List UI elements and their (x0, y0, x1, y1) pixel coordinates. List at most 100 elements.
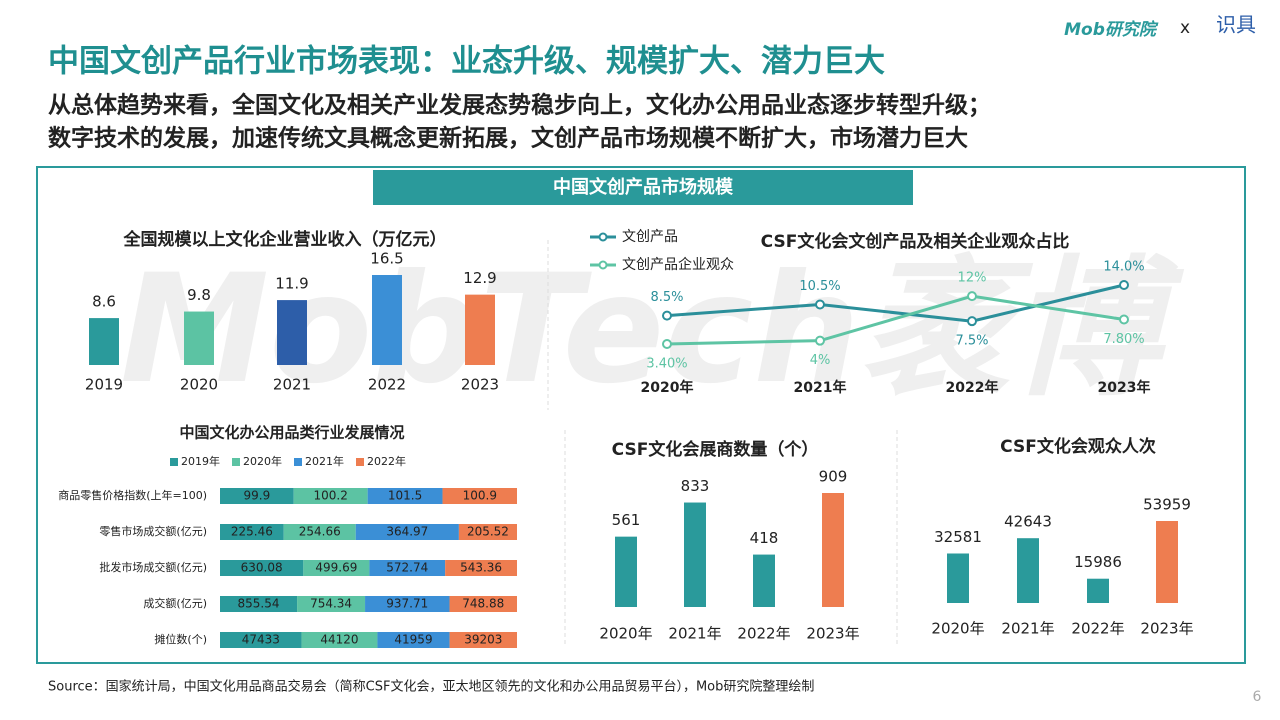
point (815, 299, 825, 310)
value-label: 364.97 (386, 525, 428, 539)
point (967, 291, 977, 302)
value-label: 47433 (242, 633, 280, 647)
value-label: 12.9 (463, 269, 496, 287)
bar-segment (377, 632, 450, 648)
legend-label: 2022年 (367, 454, 406, 468)
value-label: 754.34 (310, 597, 352, 611)
bar (1156, 521, 1178, 603)
bar-segment (220, 560, 304, 576)
point (1119, 280, 1129, 290)
legend-label: 2019年 (181, 454, 220, 468)
bar (947, 553, 969, 603)
value-label: 225.46 (231, 525, 273, 539)
value-label: 9.8 (187, 286, 211, 304)
bar-segment (458, 524, 517, 540)
legend-swatch (598, 232, 608, 242)
value-label: 205.52 (467, 525, 509, 539)
value-label: 8.5% (650, 290, 683, 305)
x-tick-label: 2020年 (641, 379, 694, 396)
x-tick-label: 2022年 (1071, 620, 1124, 638)
y-tick-label: 商品零售价格指数(上年=100) (58, 488, 207, 502)
chart-title: 中国文化办公用品类行业发展情况 (179, 424, 404, 442)
legend-swatch (598, 260, 608, 270)
value-label: 561 (612, 511, 641, 529)
bar (89, 318, 119, 365)
value-label: 101.5 (388, 489, 422, 503)
bar-segment (365, 596, 450, 612)
page-number: 6 (1253, 689, 1262, 705)
y-tick-label: 批发市场成交额(亿元) (99, 560, 207, 574)
bar-segment (297, 596, 366, 612)
value-label: 572.74 (386, 561, 428, 575)
x-tick-label: 2022年 (946, 379, 999, 396)
slide-title: 中国文创产品行业市场表现：业态升级、规模扩大、潜力巨大 (48, 44, 885, 80)
legend-label: 2020年 (243, 454, 282, 468)
bar (1087, 578, 1109, 603)
bar-segment (301, 632, 378, 648)
bar-segment (369, 560, 446, 576)
value-label: 630.08 (241, 561, 283, 575)
bar (465, 294, 495, 365)
chart-title: CSF文化会展商数量（个） (612, 439, 819, 460)
value-label: 4% (810, 353, 831, 368)
bar-segment (293, 488, 368, 504)
value-label: 3.40% (646, 357, 687, 372)
x-tick-label: 2022 (368, 376, 406, 394)
x-tick-label: 2023 (461, 376, 499, 394)
panel-title: 中国文创产品市场规模 (553, 176, 734, 198)
bar (615, 536, 637, 607)
value-label: 748.88 (462, 597, 504, 611)
value-label: 42643 (1004, 513, 1052, 531)
value-label: 7.80% (1103, 332, 1144, 347)
bar-segment (445, 560, 517, 576)
value-label: 254.66 (299, 525, 341, 539)
line (666, 294, 1125, 346)
value-label: 418 (750, 529, 779, 547)
value-label: 937.71 (386, 597, 428, 611)
chart-title: CSF文化会观众人次 (1000, 436, 1156, 457)
value-label: 11.9 (275, 275, 308, 293)
source-note: Source：国家统计局，中国文化用品商品交易会（简称CSF文化会，亚太地区领先… (48, 679, 814, 695)
value-label: 8.6 (92, 293, 116, 311)
value-label: 7.5% (955, 334, 988, 349)
value-label: 543.36 (460, 561, 502, 575)
bar-segment (283, 524, 356, 540)
subtitle-line: 从总体趋势来看，全国文化及相关产业发展态势稳步向上，文化办公用品业态逐步转型升级… (48, 92, 991, 119)
value-label: 39203 (464, 633, 502, 647)
chart-title: 全国规模以上文化企业营业收入（万亿元） (123, 229, 447, 250)
line (666, 283, 1125, 323)
legend-label: 文创产品企业观众 (622, 256, 734, 273)
x-tick-label: 2023年 (806, 625, 859, 643)
bar-segment (367, 488, 443, 504)
bar-segment (220, 488, 294, 504)
bar (684, 502, 706, 607)
x-tick-label: 2020年 (599, 625, 652, 643)
x-tick-label: 2023年 (1140, 620, 1193, 638)
bar-segment (303, 560, 370, 576)
legend-label: 2021年 (305, 454, 344, 468)
bar (372, 275, 402, 365)
value-label: 12% (958, 271, 987, 286)
bar-segment (449, 632, 517, 648)
y-tick-label: 成交额(亿元) (143, 596, 207, 610)
legend-swatch (232, 458, 240, 466)
value-label: 15986 (1074, 553, 1122, 571)
bar (753, 554, 775, 607)
x-tick-label: 2021 (273, 376, 311, 394)
x-tick-label: 2020年 (931, 620, 984, 638)
x-tick-label: 2020 (180, 376, 218, 394)
value-label: 499.69 (315, 561, 357, 575)
logo: Mob研究院 (1064, 20, 1159, 40)
subtitle-line: 数字技术的发展，加速传统文具概念更新拓展，文创产品市场规模不断扩大，市场潜力巨大 (48, 125, 968, 152)
x-tick-label: 2023年 (1098, 379, 1151, 396)
logo-separator: x (1180, 18, 1190, 38)
point (1119, 314, 1129, 325)
x-tick-label: 2022年 (737, 625, 790, 643)
y-tick-label: 零售市场成交额(亿元) (99, 524, 207, 538)
value-label: 909 (819, 468, 848, 486)
legend-swatch (356, 458, 364, 466)
bar-segment (220, 632, 302, 648)
x-tick-label: 2021年 (1001, 620, 1054, 638)
point (662, 339, 672, 349)
value-label: 855.54 (238, 597, 280, 611)
